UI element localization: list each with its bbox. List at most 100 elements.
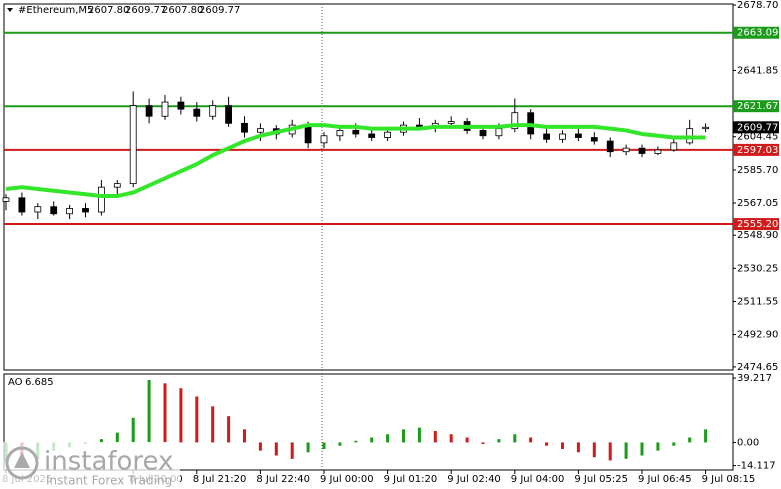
candle-body <box>622 147 630 153</box>
x-tick-label: 9 Jul 02:40 <box>447 474 501 485</box>
candle-body <box>320 135 328 144</box>
ao-bar <box>338 442 342 446</box>
level-label: 2663.09 <box>737 28 778 39</box>
candle-body <box>670 142 678 151</box>
candle-body <box>304 124 312 144</box>
candle-body <box>702 126 709 130</box>
ao-bar <box>704 429 708 443</box>
level-label: 2621.67 <box>737 101 778 112</box>
candle-body <box>66 208 73 215</box>
candle-body <box>384 131 392 138</box>
info-open: 2607.80 <box>88 5 129 16</box>
ao-bar <box>227 416 231 443</box>
candle-body <box>129 105 137 185</box>
y-tick-label: 2474.65 <box>737 362 778 373</box>
level-tag <box>733 218 779 231</box>
y-tick-label: 2492.90 <box>737 330 778 341</box>
watermark-brand: instaforex <box>44 447 173 477</box>
ao-bar <box>481 442 485 445</box>
y-tick-label: 0.00 <box>737 437 759 448</box>
candle-body <box>495 128 503 137</box>
candle-body <box>161 101 169 117</box>
level-tag <box>733 143 779 156</box>
x-tick-label: 9 Jul 05:25 <box>574 474 628 485</box>
ao-bar <box>354 440 358 443</box>
candle-body <box>543 133 550 140</box>
ao-bar <box>163 383 167 443</box>
x-tick-label: 9 Jul 00:00 <box>320 474 374 485</box>
candle-body <box>654 149 662 154</box>
x-tick-label: 8 Jul 21:20 <box>193 474 247 485</box>
price-label: 2609.77 <box>737 122 778 133</box>
y-tick-label: 39.217 <box>737 373 772 384</box>
ao-bar <box>497 439 501 443</box>
candle-body <box>559 133 566 140</box>
ao-bar <box>195 396 199 443</box>
ao-bar <box>99 439 103 443</box>
expand-icon <box>7 8 13 12</box>
candle-body <box>50 206 58 215</box>
ao-bar <box>131 417 135 443</box>
moving-average <box>5 123 706 199</box>
ao-bar <box>529 437 533 443</box>
candle-body <box>113 183 121 188</box>
candle-body <box>18 197 26 213</box>
y-tick-label: 2548.90 <box>737 230 778 241</box>
ao-bar <box>306 442 310 453</box>
candle-body <box>209 105 217 117</box>
ao-bar <box>211 406 215 443</box>
level-label: 2555.20 <box>737 219 778 230</box>
x-tick-label: 8 Jul 22:40 <box>256 474 310 485</box>
y-tick-label: 2567.05 <box>737 198 778 209</box>
ao-bar <box>179 388 183 443</box>
y-tick-label: 2511.55 <box>737 296 778 307</box>
price-panel <box>3 3 734 371</box>
ao-bar <box>640 442 644 456</box>
candle-body <box>606 140 614 153</box>
indicator-value: 6.685 <box>25 377 54 388</box>
candle-body <box>479 130 487 137</box>
chart-title: #Ethereum,M5 <box>18 5 93 16</box>
watermark: instaforex Instant Forex Trading <box>0 442 180 489</box>
price-tag <box>733 121 779 134</box>
candle-body <box>145 105 153 117</box>
info-close: 2609.77 <box>199 5 240 16</box>
x-tick-label: 9 Jul 04:00 <box>511 474 565 485</box>
candle-body <box>575 133 582 138</box>
ao-bar <box>592 442 596 458</box>
info-low: 2607.80 <box>162 5 203 16</box>
ao-bar <box>513 434 517 443</box>
candle-body <box>177 101 185 110</box>
y-tick-label: 2678.70 <box>737 0 778 11</box>
ao-bar <box>545 442 549 446</box>
candle-body <box>34 206 42 213</box>
candle-body <box>225 105 233 124</box>
watermark-tagline: Instant Forex Trading <box>46 474 172 488</box>
ao-bar <box>656 442 660 451</box>
ao-bar <box>608 442 612 461</box>
candle-body <box>241 122 248 133</box>
watermark-logo <box>5 446 39 480</box>
candle-body <box>352 130 360 135</box>
candle-body <box>256 128 264 133</box>
candle-body <box>2 197 10 202</box>
x-tick-label: 9 Jul 08:15 <box>702 474 756 485</box>
watermark-logo-mark <box>14 452 30 468</box>
x-tick-label: 9 Jul 01:20 <box>384 474 438 485</box>
candle-body <box>98 186 105 213</box>
ao-bar <box>576 442 580 453</box>
ao-bar <box>672 442 676 446</box>
candle-body <box>590 137 598 142</box>
y-tick-label: 2641.85 <box>737 65 778 76</box>
ao-bar <box>433 430 437 443</box>
indicator-title: AO <box>8 377 23 388</box>
info-high: 2609.77 <box>125 5 166 16</box>
ao-bar <box>370 437 374 443</box>
ao-bar <box>688 437 692 443</box>
x-tick-label: 9 Jul 06:45 <box>638 474 692 485</box>
ao-bar <box>465 437 469 443</box>
level-tag <box>733 100 779 113</box>
candle-body <box>368 133 376 138</box>
